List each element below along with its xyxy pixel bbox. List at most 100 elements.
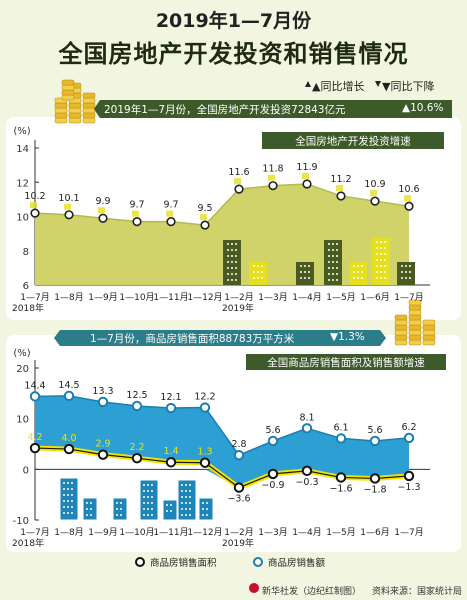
value-marker (234, 178, 241, 185)
sales-area-label: −3.6 (227, 494, 250, 505)
sales-area-label: 4.0 (61, 433, 76, 444)
sales-amount-area (35, 395, 409, 488)
investment-area (35, 183, 409, 285)
sales-amount-label: 14.4 (24, 380, 45, 391)
data-label: 11.8 (262, 164, 283, 175)
x-tick-label: 1—6月 (360, 292, 389, 303)
sales-amount-point (403, 432, 415, 444)
banner-sales-value: ▼1.3% (330, 331, 365, 343)
x-tick-label: 1—7月 (394, 527, 423, 538)
sales-area-point (233, 482, 245, 493)
data-point (166, 217, 176, 227)
y-tick-label: 6 (23, 281, 29, 292)
sales-area-label: −0.9 (261, 480, 284, 491)
sales-area-point (267, 468, 279, 480)
sales-area-point (199, 457, 211, 468)
x-tick-label: 1—10月 (119, 527, 154, 538)
data-point (64, 210, 74, 220)
sales-area-label: −1.3 (397, 482, 420, 493)
x-tick-label: 1—11月 (153, 292, 188, 303)
sales-amount-label: 13.3 (92, 386, 113, 397)
y-axis-unit: (%) (13, 126, 30, 137)
legend-label-sales-amount: 商品房销售额 (268, 557, 326, 569)
data-point (370, 196, 380, 206)
data-point (30, 208, 40, 218)
banner-sales (54, 330, 386, 346)
x-tick-label: 1—3月 (258, 527, 287, 538)
sales-amount-point (267, 435, 279, 447)
x-tick-label: 1—5月 (326, 527, 355, 538)
x-tick-label: 1—7月 (394, 292, 423, 303)
banner-investment (94, 100, 452, 118)
sales-amount-point (369, 435, 381, 447)
data-point (302, 179, 312, 189)
year-label-2019: 2019年 (222, 302, 254, 314)
sales-area-point (97, 449, 109, 460)
data-point (234, 184, 244, 194)
sales-amount-point (335, 433, 347, 444)
y-tick-label: -10 (13, 516, 29, 527)
triangle-up-icon (305, 81, 311, 87)
x-tick-label: 1—4月 (292, 292, 321, 303)
y-tick-label: 0 (23, 465, 29, 476)
sales-area-point (301, 465, 313, 477)
sales-area-point (165, 457, 177, 468)
x-tick-label: 1—2月 (224, 527, 253, 538)
title-line-1: 2019年1—7月份 (155, 10, 312, 32)
data-label: 10.6 (398, 184, 419, 195)
data-label: 9.7 (129, 200, 144, 211)
x-tick-label: 1—11月 (153, 527, 188, 538)
building-icon (296, 262, 314, 285)
sales-area-label: −1.6 (329, 483, 352, 494)
building-icon (349, 262, 367, 285)
year-label-2018: 2018年 (12, 302, 44, 314)
sales-area-label: 1.3 (197, 447, 212, 458)
banner-investment-text: 2019年1—7月份，全国房地产开发投资72843亿元 (104, 104, 346, 116)
x-tick-label: 1—5月 (326, 292, 355, 303)
x-tick-label: 1—6月 (360, 527, 389, 538)
data-label: 10.2 (24, 191, 45, 202)
value-marker (132, 210, 139, 217)
y-tick-label: 10 (16, 415, 29, 426)
sales-amount-label: 6.2 (401, 422, 416, 433)
chart-title-tag (262, 132, 444, 149)
sales-amount-point (233, 449, 245, 461)
footer-source: 资料来源：国家统计局 (372, 587, 463, 597)
chart-title: 全国房地产开发投资增速 (295, 135, 411, 148)
sales-area-point (403, 470, 415, 482)
building-icon (177, 479, 197, 521)
building-icon (139, 479, 159, 521)
investment-line (34, 183, 410, 226)
sales-amount-line (34, 395, 410, 457)
sales-area-label: 2.2 (129, 442, 144, 453)
triangle-down-icon (375, 81, 381, 87)
sales-amount-label: 6.1 (333, 422, 348, 433)
banner-investment-value: ▲10.6% (402, 102, 444, 114)
x-tick-label: 1—10月 (119, 292, 154, 303)
sales-area-point (335, 472, 347, 483)
legend-label-sales-area: 商品房销售面积 (150, 557, 217, 569)
value-marker (200, 214, 207, 221)
x-tick-label: 1—12月 (187, 292, 222, 303)
sales-amount-point (301, 423, 313, 434)
data-label: 11.6 (228, 167, 249, 178)
sales-amount-point (199, 402, 211, 413)
value-marker (302, 172, 309, 179)
value-marker (30, 202, 37, 209)
data-label: 10.9 (364, 179, 385, 190)
year-label-2018: 2018年 (12, 537, 44, 549)
sales-amount-label: 12.5 (126, 390, 147, 401)
sales-amount-label: 12.2 (194, 392, 215, 403)
sales-area-label: −1.8 (363, 484, 386, 495)
sales-amount-point (165, 402, 177, 414)
y-axis-unit: (%) (13, 348, 30, 359)
year-label-2019: 2019年 (222, 537, 254, 549)
sales-area-label: 4.2 (27, 432, 42, 443)
xinhua-logo-icon (249, 583, 259, 593)
sales-area-point (29, 442, 41, 454)
y-tick-label: 8 (23, 247, 29, 258)
x-tick-label: 1—3月 (258, 292, 287, 303)
page-title: 全国房地产开发投资和销售情况 (58, 40, 409, 68)
data-label: 10.1 (58, 193, 79, 204)
